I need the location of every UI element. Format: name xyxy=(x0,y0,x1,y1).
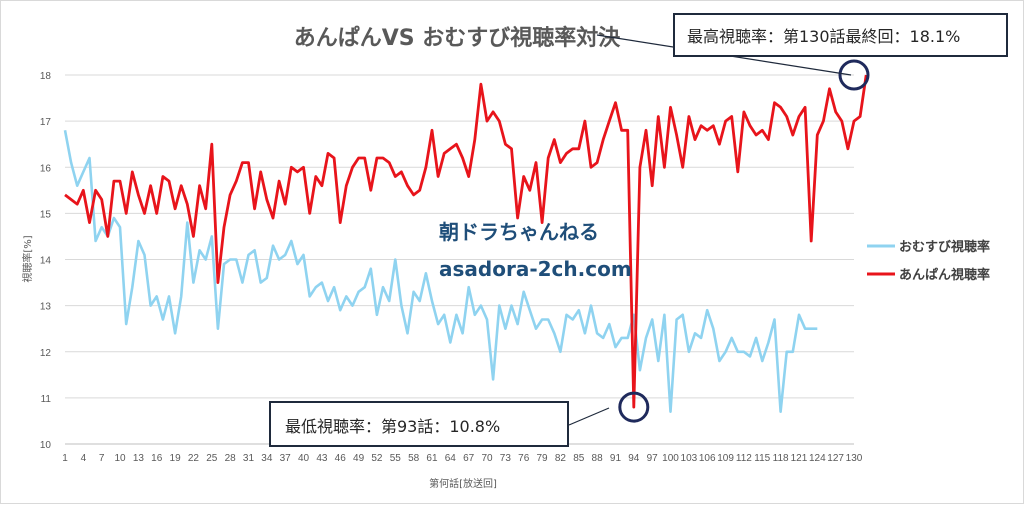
watermark-url: asadora-2ch.com xyxy=(439,257,632,281)
x-tick-label: 1 xyxy=(62,453,68,464)
x-tick-label: 109 xyxy=(717,453,734,464)
y-tick-label: 18 xyxy=(40,71,52,82)
x-tick-label: 73 xyxy=(500,453,512,464)
x-axis-title: 第何話[放送回] xyxy=(429,477,497,490)
y-tick-label: 12 xyxy=(40,348,52,359)
x-tick-label: 7 xyxy=(99,453,105,464)
x-tick-label: 127 xyxy=(827,453,844,464)
y-tick-label: 16 xyxy=(40,163,52,174)
series-line-omusubi xyxy=(63,130,818,414)
x-tick-label: 43 xyxy=(316,453,328,464)
x-tick-label: 22 xyxy=(188,453,200,464)
y-tick-label: 10 xyxy=(40,440,52,451)
x-tick-label: 4 xyxy=(81,453,87,464)
x-tick-label: 25 xyxy=(206,453,218,464)
x-tick-label: 31 xyxy=(243,453,255,464)
x-tick-label: 124 xyxy=(809,453,826,464)
chart-title: あんぱんVS おむすび視聴率対決 xyxy=(294,25,622,51)
x-tick-label: 82 xyxy=(555,453,567,464)
x-tick-label: 112 xyxy=(736,453,752,464)
x-tick-label: 61 xyxy=(426,453,438,464)
y-axis-title: 視聴率[%] xyxy=(21,235,34,282)
x-tick-label: 79 xyxy=(537,453,549,464)
x-tick-label: 70 xyxy=(481,453,493,464)
x-tick-label: 52 xyxy=(371,453,383,464)
y-tick-label: 17 xyxy=(40,117,52,128)
max-point-marker xyxy=(838,59,870,91)
x-tick-label: 49 xyxy=(353,453,365,464)
y-tick-label: 14 xyxy=(40,256,52,267)
x-tick-label: 85 xyxy=(573,453,585,464)
x-axis-ticks: 1 4 7 10 13 16 19 22 25 28 31 34 37 40 43 46 49 52 55 58 61 6… xyxy=(62,453,863,464)
x-tick-label: 115 xyxy=(754,453,770,464)
series-line-anpan xyxy=(64,74,868,409)
y-tick-label: 11 xyxy=(41,394,52,405)
legend-label-anpan: あんぱん視聴率 xyxy=(899,267,990,283)
x-tick-label: 58 xyxy=(408,453,420,464)
x-tick-label: 91 xyxy=(610,453,622,464)
x-tick-label: 10 xyxy=(114,453,126,464)
min-rating-callout: 最低視聴率：第93話：10.8% xyxy=(269,401,569,447)
x-tick-label: 40 xyxy=(298,453,310,464)
x-tick-label: 118 xyxy=(773,453,789,464)
max-rating-callout: 最高視聴率：第130話最終回：18.1% xyxy=(673,13,1008,57)
x-tick-label: 46 xyxy=(335,453,347,464)
x-tick-label: 130 xyxy=(846,453,863,464)
legend-label-omusubi: おむすび視聴率 xyxy=(899,239,990,255)
x-tick-label: 94 xyxy=(628,453,640,464)
x-tick-label: 76 xyxy=(518,453,530,464)
x-tick-label: 67 xyxy=(463,453,475,464)
watermark-title: 朝ドラちゃんねる xyxy=(439,220,599,244)
x-tick-label: 55 xyxy=(390,453,402,464)
series-layer xyxy=(63,74,868,414)
x-tick-label: 19 xyxy=(170,453,182,464)
x-tick-label: 16 xyxy=(151,453,163,464)
x-tick-label: 88 xyxy=(592,453,604,464)
y-tick-label: 13 xyxy=(40,302,52,313)
x-tick-label: 28 xyxy=(225,453,237,464)
y-tick-label: 15 xyxy=(40,209,52,220)
min-callout-leader xyxy=(568,407,610,426)
x-tick-label: 37 xyxy=(280,453,292,464)
x-tick-label: 121 xyxy=(791,453,808,464)
min-point-marker xyxy=(618,391,650,423)
x-tick-label: 103 xyxy=(681,453,698,464)
x-tick-label: 100 xyxy=(662,453,679,464)
x-tick-label: 64 xyxy=(445,453,457,464)
y-axis-ticks: 10 11 12 13 14 15 16 17 18 xyxy=(40,71,52,451)
x-tick-label: 97 xyxy=(647,453,659,464)
x-tick-label: 106 xyxy=(699,453,716,464)
legend: おむすび視聴率 あんぱん視聴率 xyxy=(867,239,990,283)
x-tick-label: 34 xyxy=(261,453,273,464)
annotation-markers xyxy=(618,59,870,423)
x-tick-label: 13 xyxy=(133,453,145,464)
